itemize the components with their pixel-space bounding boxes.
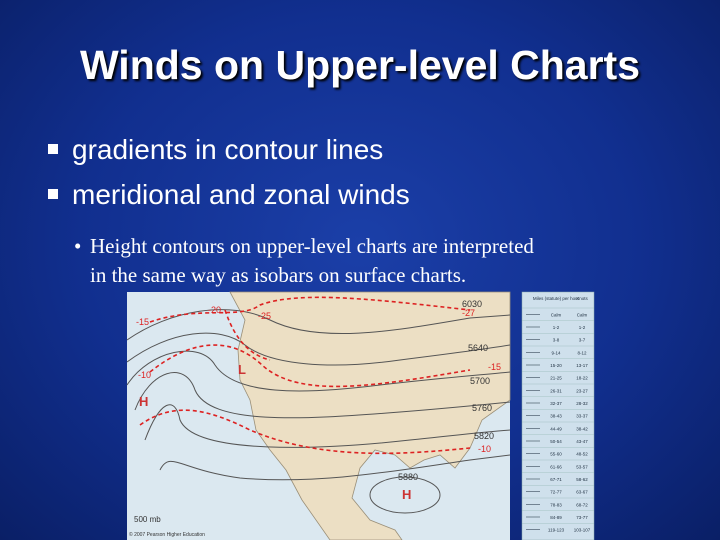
legend-cell: 33-37 [576, 414, 588, 419]
legend-cell: Calm [551, 312, 562, 317]
credit: © 2007 Pearson Higher Education [129, 531, 205, 538]
contour-label: 5760 [472, 403, 492, 413]
pressure-label: H [402, 487, 411, 502]
legend-cell: 13-17 [576, 363, 588, 368]
temperature-label: -25 [258, 311, 271, 321]
legend-cell: 44-49 [550, 426, 562, 431]
legend-cell: 8-12 [577, 350, 587, 355]
bullet-text: gradients in contour lines [72, 134, 384, 165]
legend-cell: 103-107 [574, 528, 591, 533]
temperature-label: -20 [208, 305, 221, 315]
legend-cell: 3-7 [579, 338, 586, 343]
level-label: 500 mb [134, 515, 161, 524]
contour-label: 5640 [468, 343, 488, 353]
legend-cell: Calm [577, 312, 588, 317]
legend: Miles (statute) per hour Knots Calm Calm 1… [521, 291, 595, 540]
legend-cell: 48-52 [576, 452, 588, 457]
legend-cell: 73-77 [576, 515, 588, 520]
contour-label: 5880 [398, 472, 418, 482]
legend-cell: 119-123 [548, 528, 565, 533]
contour-label: 6030 [462, 299, 482, 309]
legend-cell: 68-72 [576, 502, 588, 507]
contour-label: 5820 [474, 431, 494, 441]
legend-cell: 9-14 [551, 350, 561, 355]
sub-bullet-text: Height contours on upper-level charts ar… [90, 234, 534, 258]
legend-cell: 58-62 [576, 477, 588, 482]
pressure-label: H [139, 394, 148, 409]
legend-cell: 84-89 [550, 515, 562, 520]
legend-cell: 38-42 [576, 426, 588, 431]
bullet: gradients in contour lines [48, 134, 383, 166]
legend-cell: 28-32 [576, 401, 588, 406]
legend-cell: 32-37 [550, 401, 562, 406]
contour-label: 5700 [470, 376, 490, 386]
legend-cell: 43-47 [576, 439, 588, 444]
pressure-label: L [238, 362, 246, 377]
legend-cell: 67-71 [550, 477, 562, 482]
temperature-label: -10 [138, 370, 151, 380]
legend-cell: 1-2 [579, 325, 586, 330]
legend-header: Knots [576, 296, 588, 301]
legend-cell: 23-27 [576, 388, 588, 393]
temperature-label: -10 [478, 444, 491, 454]
temperature-label: -15 [136, 317, 149, 327]
sub-bullet-text: in the same way as isobars on surface ch… [90, 263, 467, 287]
temperature-label: -27 [462, 308, 475, 318]
legend-cell: 72-77 [550, 490, 562, 495]
legend-cell: 61-66 [550, 464, 562, 469]
legend-cell: 78-83 [550, 502, 562, 507]
legend-cell: 55-60 [550, 452, 562, 457]
temperature-label: -15 [488, 362, 501, 372]
legend-cell: 21-25 [550, 376, 562, 381]
legend-header: Miles (statute) per hour [533, 296, 580, 301]
sub-bullet: • [74, 234, 82, 258]
bullet-text: meridional and zonal winds [72, 179, 410, 210]
isotherms [139, 296, 471, 455]
legend-cell: 26-31 [550, 388, 562, 393]
legend-cell: 63-67 [576, 490, 588, 495]
legend-cell: 3-8 [553, 338, 560, 343]
contours [126, 309, 511, 514]
legend-cell: 50-54 [550, 439, 562, 444]
legend-cell: 15-20 [550, 363, 562, 368]
legend-cell: 38-43 [550, 414, 562, 419]
legend-cell: 18-22 [576, 376, 588, 381]
bullet: meridional and zonal winds [48, 179, 410, 211]
slide-title: Winds on Upper-level Charts [79, 42, 641, 88]
land [229, 291, 511, 540]
legend-cell: 53-57 [576, 464, 588, 469]
legend-cell: 1-2 [553, 325, 560, 330]
